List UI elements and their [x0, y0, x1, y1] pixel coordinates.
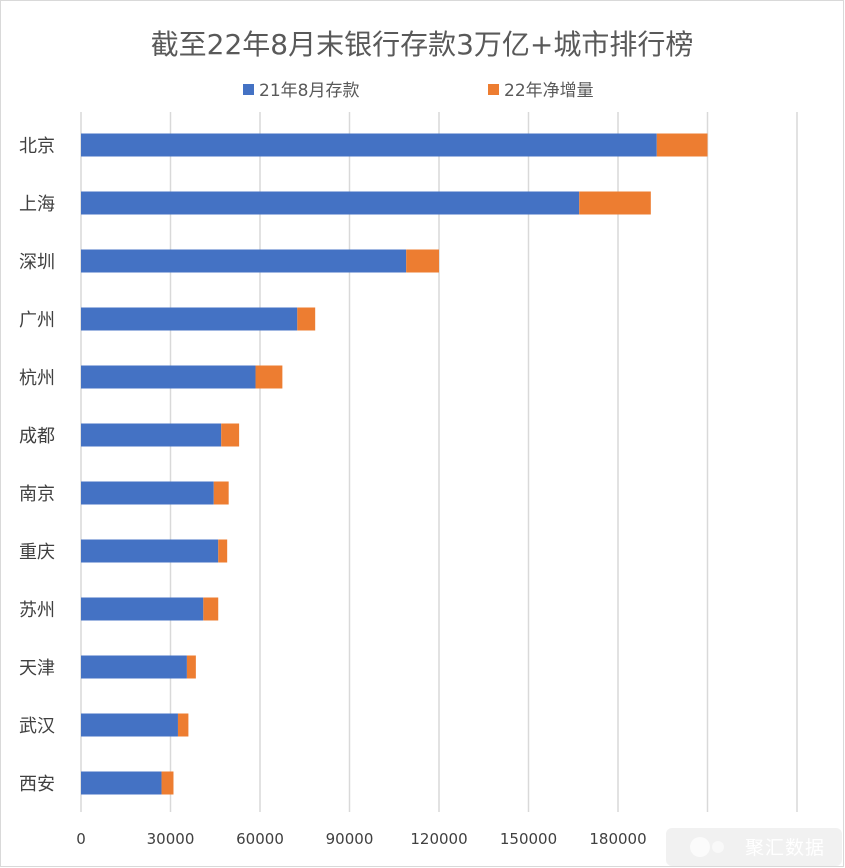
- bar-deposits: [81, 307, 298, 331]
- x-tick-label: 60000: [236, 830, 284, 848]
- watermark-text: 聚汇数据: [745, 837, 825, 859]
- bar-increase: [221, 423, 240, 447]
- chart-title: 截至22年8月末银行存款3万亿+城市排行榜: [151, 28, 694, 61]
- bar-deposits: [81, 713, 178, 737]
- bar-deposits: [81, 191, 580, 215]
- x-tick-labels: 0 30000 60000 90000 120000 150000 180000: [76, 830, 646, 848]
- x-tick-label: 0: [76, 830, 86, 848]
- x-tick-label: 180000: [589, 830, 646, 848]
- bar-increase: [213, 481, 229, 505]
- bar-increase: [186, 655, 196, 679]
- legend-swatch-deposits: [243, 84, 254, 95]
- category-label: 武汉: [19, 716, 55, 737]
- bar-deposits: [81, 365, 256, 389]
- bar-deposits: [81, 771, 162, 795]
- category-label: 南京: [19, 484, 55, 505]
- category-label: 广州: [19, 310, 55, 331]
- watermark-background: [666, 828, 842, 866]
- bar-increase: [579, 191, 651, 215]
- category-label: 北京: [19, 136, 55, 157]
- x-tick-label: 120000: [410, 830, 467, 848]
- gridlines: [80, 112, 798, 812]
- bar-deposits: [81, 481, 214, 505]
- watermark: 聚汇数据: [666, 828, 842, 866]
- category-label: 西安: [19, 774, 55, 795]
- bar-increase: [255, 365, 283, 389]
- category-label: 成都: [19, 426, 55, 447]
- bar-deposits: [81, 249, 407, 273]
- bar-increase: [297, 307, 316, 331]
- category-label: 深圳: [19, 252, 55, 273]
- bar-deposits: [81, 597, 204, 621]
- legend: 21年8月存款 22年净增量: [243, 81, 594, 101]
- bar-increase: [656, 133, 708, 157]
- legend-swatch-increase: [488, 84, 499, 95]
- legend-label-increase: 22年净增量: [504, 81, 594, 101]
- category-label: 重庆: [19, 542, 55, 563]
- bar-deposits: [81, 423, 222, 447]
- bars: [81, 133, 708, 795]
- bar-deposits: [81, 655, 187, 679]
- bar-deposits: [81, 539, 219, 563]
- category-label: 上海: [19, 194, 55, 215]
- bar-increase: [203, 597, 219, 621]
- bar-increase: [406, 249, 439, 273]
- bar-increase: [177, 713, 189, 737]
- x-tick-label: 30000: [147, 830, 195, 848]
- legend-label-deposits: 21年8月存款: [259, 81, 359, 101]
- x-tick-label: 150000: [500, 830, 557, 848]
- logo-icon: [690, 837, 724, 857]
- category-label: 杭州: [19, 368, 55, 389]
- x-tick-label: 90000: [326, 830, 374, 848]
- bar-increase: [161, 771, 174, 795]
- category-label: 天津: [19, 658, 55, 679]
- bar-increase: [218, 539, 228, 563]
- bar-deposits: [81, 133, 657, 157]
- category-label: 苏州: [19, 600, 55, 621]
